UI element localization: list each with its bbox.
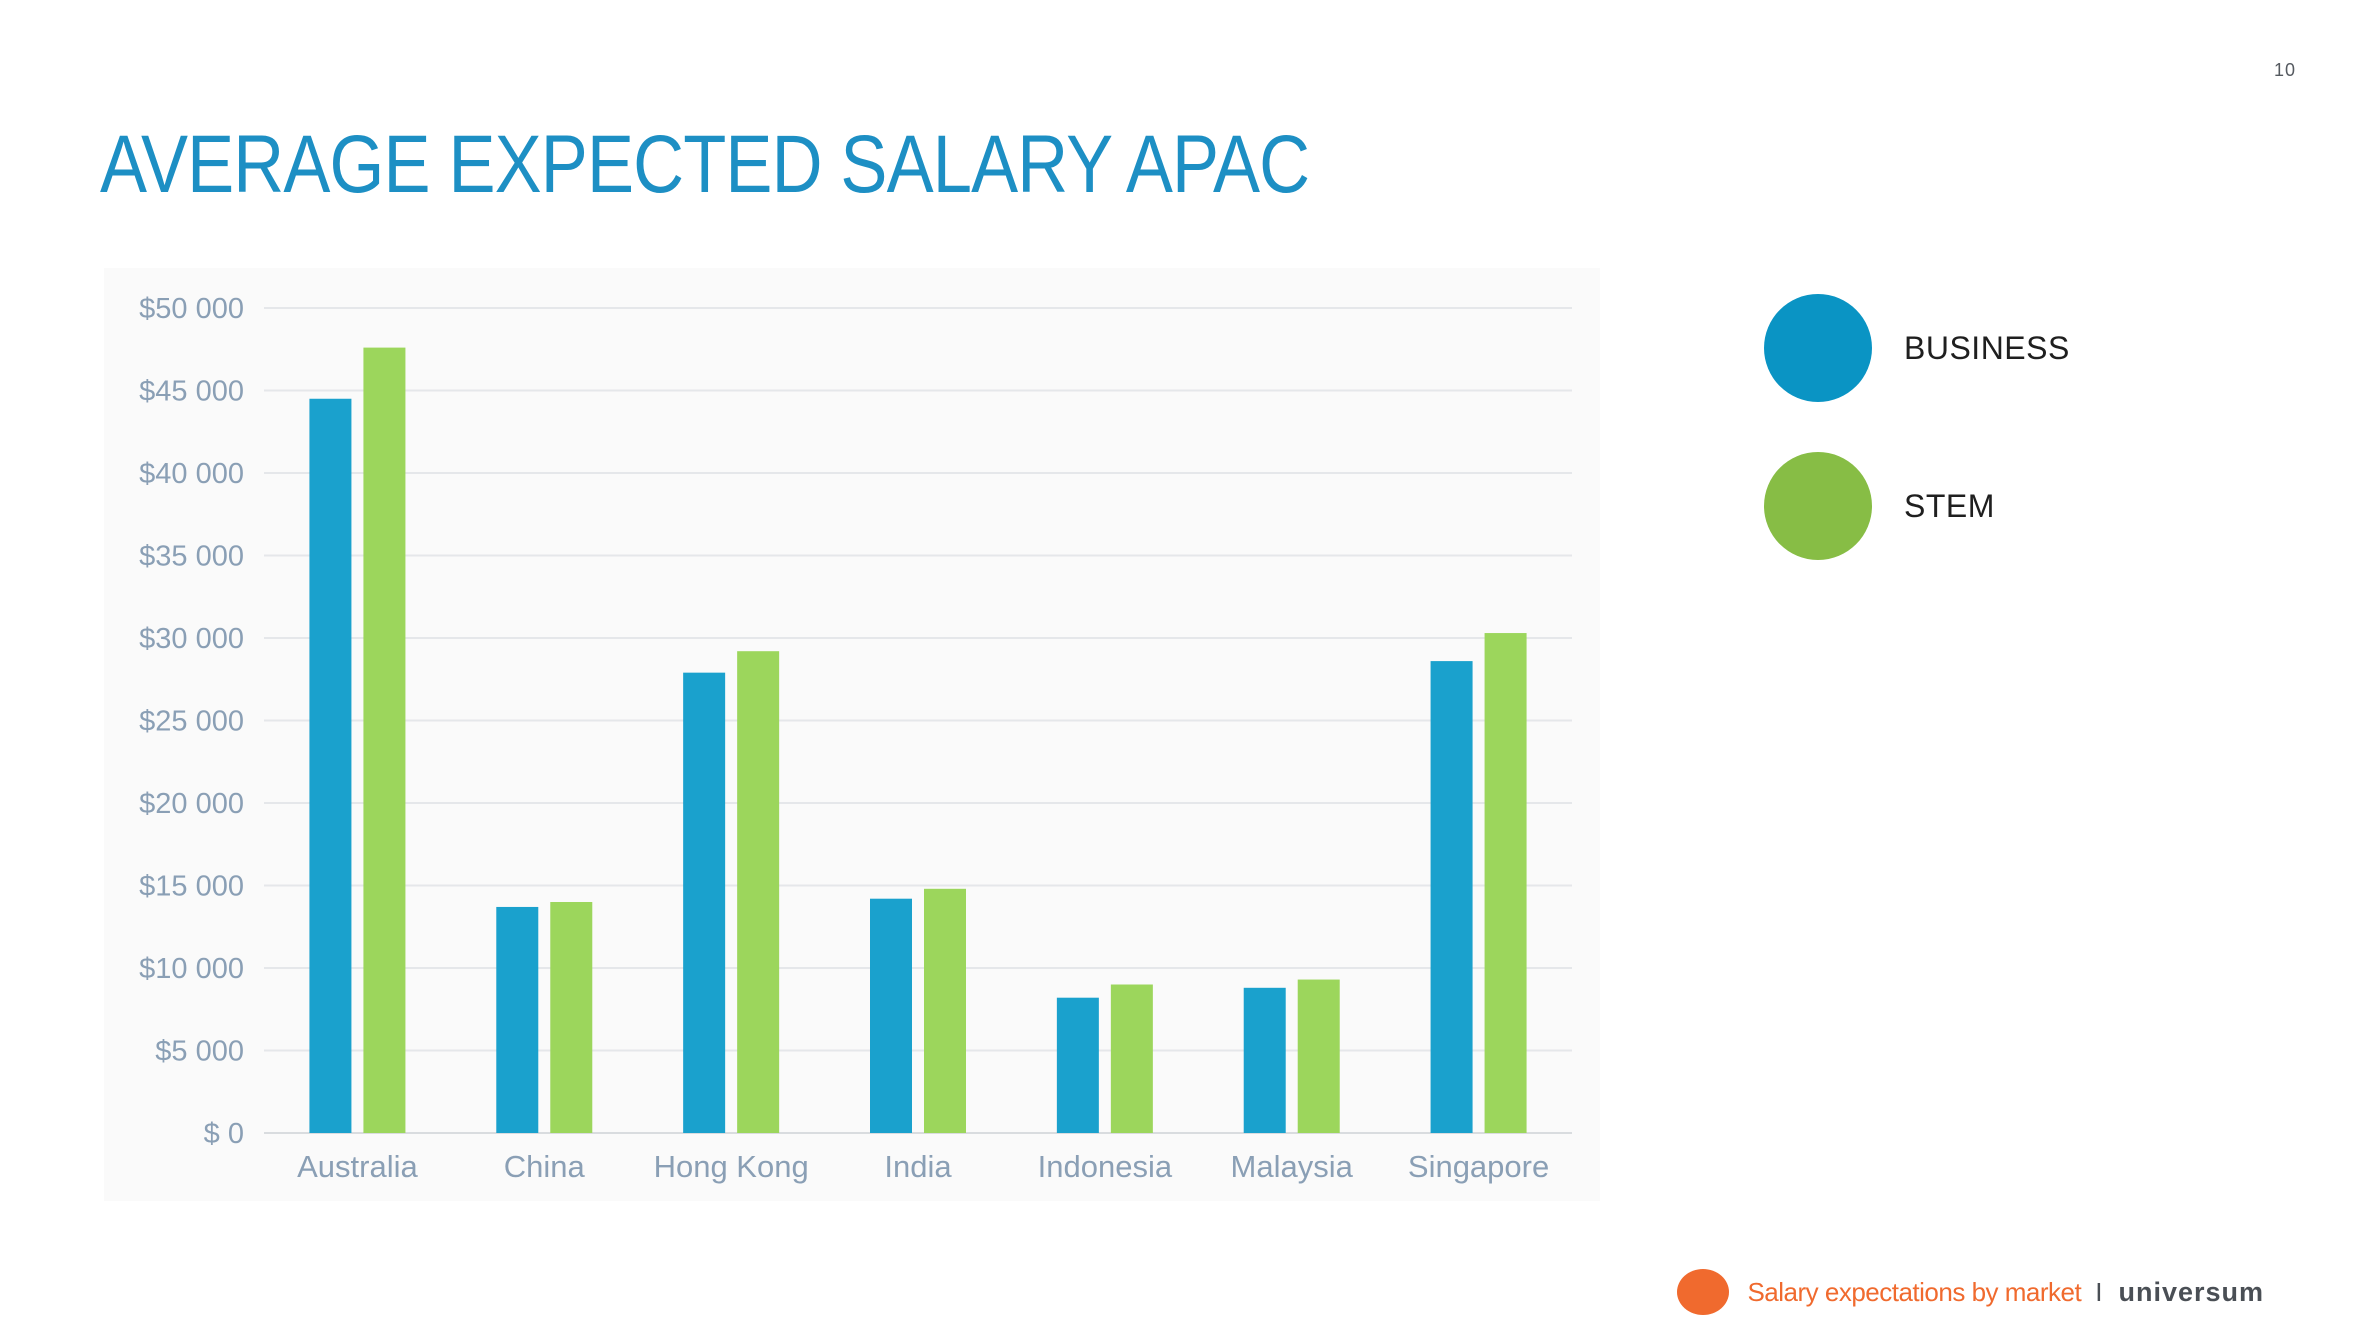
y-tick-label: $15 000 <box>139 871 244 903</box>
chart-panel: $ 0 $5 000 $10 000 $15 000 $20 000 $25 000 $30… <box>104 268 1600 1201</box>
legend-swatch-stem <box>1764 452 1872 560</box>
bar-business <box>1243 987 1286 1133</box>
page-title: AVERAGE EXPECTED SALARY APAC <box>100 119 1310 210</box>
grid-lines <box>264 307 1572 1134</box>
x-axis-tick-labels: Australia China Hong Kong India Indonesia Mal… <box>297 1149 1549 1184</box>
x-tick-label: Australia <box>297 1149 418 1184</box>
footer-separator: I <box>2095 1276 2103 1307</box>
y-tick-label: $5 000 <box>155 1036 244 1068</box>
bar-chart: $ 0 $5 000 $10 000 $15 000 $20 000 $25 000 $30… <box>139 293 1572 1184</box>
bar-stem <box>363 347 406 1134</box>
bars <box>309 347 1527 1134</box>
bar-stem <box>1484 633 1527 1133</box>
y-tick-label: $ 0 <box>204 1118 244 1150</box>
legend-item-stem: STEM <box>1764 452 2070 560</box>
x-tick-label: Malaysia <box>1231 1149 1354 1184</box>
bar-stem <box>550 902 593 1133</box>
legend-item-business: BUSINESS <box>1764 294 2070 402</box>
y-axis-tick-labels: $ 0 $5 000 $10 000 $15 000 $20 000 $25 000 $30… <box>139 293 244 1150</box>
page-number: 10 <box>2273 60 2296 80</box>
y-tick-label: $50 000 <box>139 293 244 325</box>
bar-stem <box>924 888 966 1133</box>
bar-business <box>870 898 912 1133</box>
brand-logo: universum <box>2118 1276 2264 1307</box>
chart-legend: BUSINESS STEM <box>1764 294 2070 610</box>
bar-business <box>1056 997 1099 1133</box>
bar-business <box>1430 661 1473 1133</box>
y-tick-label: $35 000 <box>139 541 244 573</box>
y-tick-label: $10 000 <box>139 953 244 985</box>
y-tick-label: $30 000 <box>139 623 244 655</box>
x-tick-label: China <box>504 1149 586 1184</box>
legend-label-business: BUSINESS <box>1904 329 2070 366</box>
legend-swatch-business <box>1764 294 1872 402</box>
bar-business <box>496 906 539 1133</box>
y-tick-label: $20 000 <box>139 788 244 820</box>
footer-caption: Salary expectations by market <box>1747 1276 2082 1307</box>
y-tick-label: $45 000 <box>139 376 244 408</box>
x-tick-label: Hong Kong <box>654 1149 809 1184</box>
bar-stem <box>1110 984 1153 1133</box>
bar-stem <box>737 651 780 1133</box>
bar-stem <box>1297 979 1340 1133</box>
x-tick-label: India <box>884 1149 952 1184</box>
x-tick-label: Singapore <box>1408 1149 1549 1184</box>
x-tick-label: Indonesia <box>1038 1149 1173 1184</box>
y-tick-label: $25 000 <box>139 706 244 738</box>
bar-business <box>683 672 726 1133</box>
footer: Salary expectations by market I universu… <box>1677 1269 2264 1315</box>
y-tick-label: $40 000 <box>139 458 244 490</box>
legend-label-stem: STEM <box>1904 487 1995 524</box>
footer-dot-icon <box>1677 1269 1730 1315</box>
bar-business <box>309 398 352 1133</box>
